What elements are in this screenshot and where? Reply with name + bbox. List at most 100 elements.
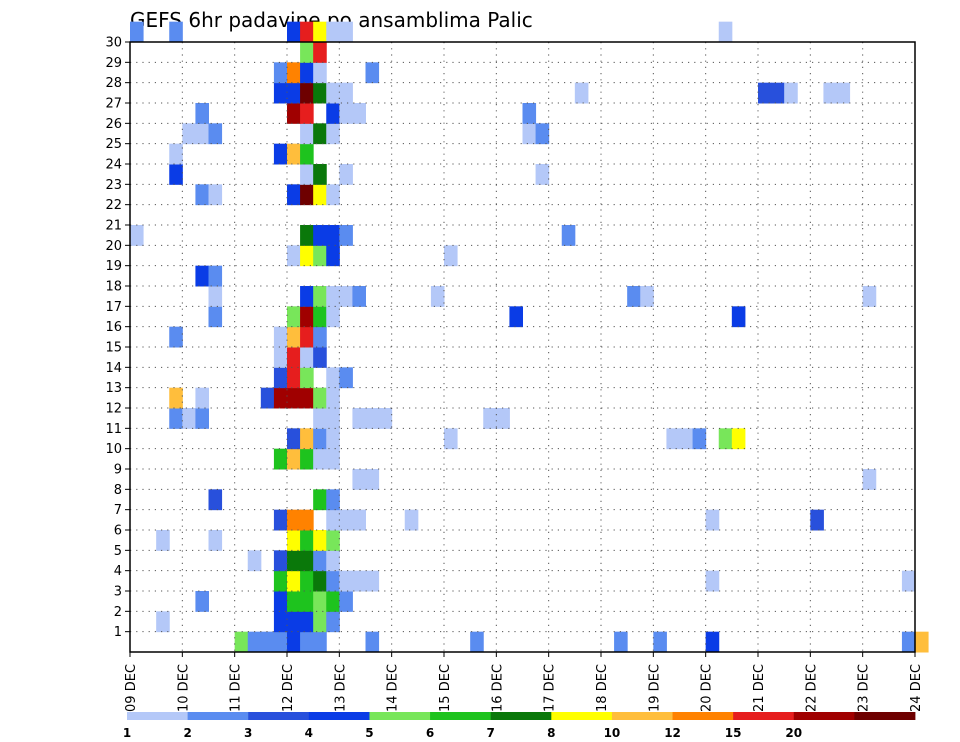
heatmap-cell <box>300 164 314 185</box>
heatmap-cell <box>483 408 497 429</box>
heatmap-cell <box>444 428 458 450</box>
heatmap-cell <box>326 387 340 409</box>
heatmap-cell <box>169 408 183 429</box>
heatmap-cell <box>313 123 327 145</box>
heatmap-cell <box>300 103 314 124</box>
y-tick-label: 22 <box>105 198 122 213</box>
heatmap-cell <box>313 164 327 185</box>
heatmap-cell <box>195 123 209 145</box>
legend-label: 2 <box>183 726 191 740</box>
x-tick-label: 13 DEC <box>333 664 348 712</box>
heatmap-cell <box>273 347 288 368</box>
y-tick-label: 8 <box>114 483 122 498</box>
y-tick-label: 16 <box>105 320 122 335</box>
heatmap-cell <box>522 103 537 124</box>
x-tick-label: 22 DEC <box>804 664 819 712</box>
heatmap-cell <box>326 286 340 307</box>
heatmap-cell <box>300 245 314 267</box>
heatmap-cell <box>287 550 301 572</box>
x-tick-label: 23 DEC <box>857 664 872 712</box>
heatmap-cell <box>300 448 314 470</box>
x-tick-label: 14 DEC <box>386 664 401 712</box>
y-tick-label: 24 <box>105 158 122 173</box>
heatmap-cell <box>313 225 327 246</box>
heatmap-cell <box>195 103 209 124</box>
legend-label: 4 <box>305 726 313 740</box>
heatmap-cell <box>300 428 314 450</box>
heatmap-cell <box>208 123 223 145</box>
heatmap-cell <box>273 326 288 348</box>
heatmap-cell <box>208 265 223 287</box>
heatmap-cell <box>901 631 916 653</box>
legend-label: 20 <box>785 726 802 740</box>
heatmap-cell <box>313 326 327 348</box>
x-tick-label: 18 DEC <box>595 664 610 712</box>
heatmap-cell <box>352 408 366 429</box>
heatmap-cell <box>169 387 183 409</box>
y-tick-label: 4 <box>114 564 122 579</box>
x-tick-label: 19 DEC <box>647 664 662 712</box>
heatmap-cell <box>287 591 301 612</box>
heatmap-cell <box>718 21 733 43</box>
y-tick-label: 1 <box>114 625 122 640</box>
legend-swatch <box>611 712 673 720</box>
heatmap-cell <box>915 631 929 653</box>
heatmap-cell <box>313 408 327 429</box>
heatmap-cell <box>273 570 288 592</box>
y-tick-label: 29 <box>105 56 122 71</box>
heatmap-cell <box>300 550 314 572</box>
heatmap-cell <box>444 245 458 267</box>
heatmap-cell <box>273 509 288 531</box>
heatmap-cell <box>287 62 301 84</box>
heatmap-cell <box>273 448 288 470</box>
heatmap-cell <box>627 286 641 307</box>
heatmap-cell <box>339 367 353 389</box>
y-tick-label: 15 <box>105 341 122 356</box>
heatmap-cell <box>130 225 144 246</box>
heatmap-cell <box>169 164 183 185</box>
heatmap-cell <box>365 631 380 653</box>
heatmap-cell <box>234 631 249 653</box>
heatmap-cell <box>247 550 262 572</box>
y-tick-label: 12 <box>105 402 122 417</box>
legend-swatch <box>308 712 370 720</box>
heatmap-cell <box>339 225 353 246</box>
heatmap-cell <box>339 591 353 612</box>
y-tick-label: 10 <box>105 442 122 457</box>
heatmap-cell <box>300 42 314 63</box>
heatmap-cell <box>273 611 288 633</box>
heatmap-cell <box>287 347 301 368</box>
legend-swatch <box>127 712 189 720</box>
heatmap-cell <box>522 123 537 145</box>
heatmap-cell <box>273 82 288 104</box>
legend-swatch <box>672 712 734 720</box>
heatmap-cell <box>339 103 353 124</box>
heatmap-cell <box>365 469 380 490</box>
heatmap-cell <box>287 428 301 450</box>
heatmap-cell <box>352 509 366 531</box>
x-tick-label: 15 DEC <box>438 664 453 712</box>
heatmap-cell <box>287 82 301 104</box>
heatmap-cell <box>300 143 314 165</box>
y-tick-label: 23 <box>105 178 122 193</box>
heatmap-cell <box>273 631 288 653</box>
heatmap-cell <box>287 306 301 328</box>
heatmap-cell <box>862 469 877 490</box>
legend-swatch <box>551 712 613 720</box>
y-tick-label: 9 <box>114 463 122 478</box>
y-tick-label: 30 <box>105 36 122 51</box>
heatmap-cell <box>326 245 340 267</box>
heatmap-cell <box>326 509 340 531</box>
legend-label: 15 <box>725 726 742 740</box>
legend-swatch <box>248 712 310 720</box>
heatmap-cell <box>836 82 851 104</box>
heatmap-cell <box>287 611 301 633</box>
heatmap-cell <box>247 631 262 653</box>
heatmap-cell <box>758 82 772 104</box>
y-tick-label: 13 <box>105 381 122 396</box>
heatmap-cell <box>300 611 314 633</box>
heatmap-cell <box>365 408 380 429</box>
heatmap-cell <box>313 428 327 450</box>
heatmap-cell <box>326 21 340 43</box>
